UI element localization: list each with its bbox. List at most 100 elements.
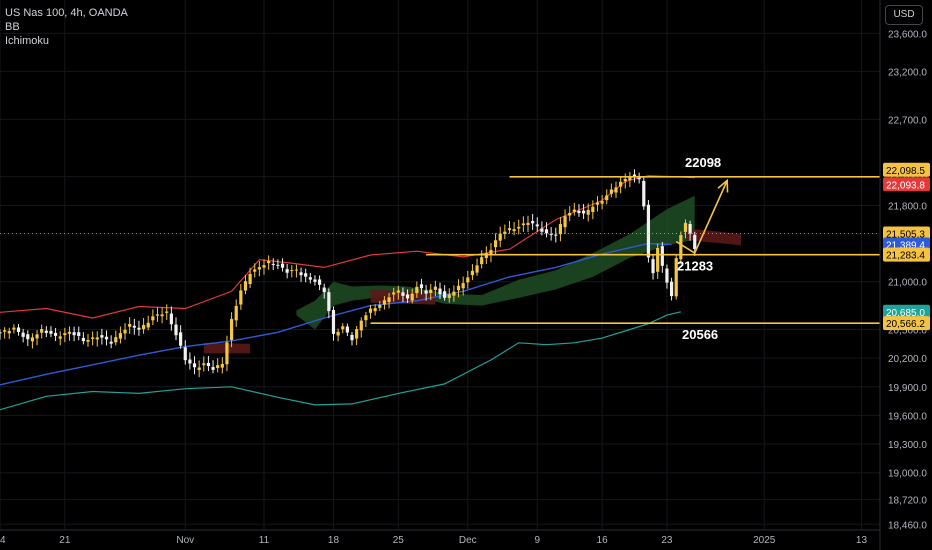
candle-body-69: [317, 279, 322, 285]
candle-body-35: [160, 314, 164, 317]
price-tag-0: 22,098.5: [886, 166, 925, 177]
candle-body-116: [535, 224, 539, 227]
price-tag-bg-2: [883, 226, 930, 241]
candle-body-108: [498, 233, 502, 241]
candle-body-60: [276, 264, 280, 266]
y-tick-11: 19,300.0: [888, 440, 927, 451]
candle-body-94: [433, 286, 437, 290]
candle-body-110: [507, 228, 512, 231]
time-axis-bg: [0, 530, 932, 550]
price-axis[interactable]: 23,600.023,200.022,700.022,100.021,800.0…: [880, 0, 932, 550]
candle-body-146: [674, 258, 678, 297]
chart-legend: US Nas 100, 4h, OANDA BB Ichimoku: [5, 6, 128, 48]
candle-body-48: [220, 363, 224, 368]
candle-body-113: [521, 223, 525, 226]
price-tag-1: 22,093.8: [886, 180, 925, 191]
candle-body-80: [368, 308, 373, 313]
candle-body-63: [290, 270, 294, 272]
price-tag-bg-4: [883, 247, 930, 262]
candle-body-147: [679, 235, 683, 260]
candle-body-34: [155, 314, 160, 316]
candle-body-114: [526, 222, 530, 225]
candle-body-91: [419, 284, 424, 289]
candle-body-28: [128, 323, 132, 327]
candle-body-4: [16, 327, 21, 332]
candle-body-1: [3, 330, 7, 332]
candle-body-125: [577, 210, 581, 214]
candle-body-117: [540, 228, 544, 232]
candle-body-99: [456, 285, 461, 291]
indicator-ichimoku-label[interactable]: Ichimoku: [5, 35, 50, 47]
candle-body-132: [609, 189, 613, 194]
indicator-bb-label[interactable]: BB: [5, 21, 20, 33]
candle-body-75: [345, 326, 349, 333]
candle-body-5: [21, 332, 25, 337]
x-tick-0: 14: [0, 535, 6, 546]
candle-body-92: [424, 290, 428, 294]
price-tag-2: 21,505.3: [886, 229, 925, 240]
y-tick-8: 20,200.0: [888, 354, 927, 365]
candle-body-64: [294, 269, 299, 271]
candle-body-45: [206, 362, 211, 367]
candle-body-31: [141, 325, 146, 330]
candle-body-11: [49, 330, 53, 334]
price-tag-bg-1: [883, 177, 930, 192]
candle-body-141: [651, 259, 655, 274]
x-tick-8: 16: [597, 535, 609, 546]
cloud-bull-area: [296, 195, 695, 330]
projection-arrow[interactable]: [675, 178, 729, 255]
candle-body-136: [628, 177, 632, 181]
candle-body-144: [665, 268, 669, 283]
candle-body-84: [387, 297, 391, 303]
candle-body-68: [313, 279, 317, 282]
candle-body-133: [614, 187, 618, 193]
candle-body-65: [299, 272, 303, 276]
x-tick-11: 13: [856, 535, 868, 546]
candle-body-52: [239, 290, 243, 305]
candle-body-58: [267, 261, 271, 264]
candle-body-41: [188, 359, 192, 364]
candle-body-143: [660, 246, 664, 266]
candle-body-37: [169, 313, 173, 325]
candle-body-67: [308, 277, 312, 280]
candle-body-118: [544, 229, 549, 234]
candle-body-47: [216, 365, 220, 369]
projection-arrow-line: [675, 180, 728, 255]
candle-body-49: [225, 342, 229, 365]
candle-body-100: [461, 283, 465, 289]
symbol-title[interactable]: US Nas 100, 4h, OANDA: [5, 7, 128, 19]
candle-body-112: [517, 226, 521, 229]
candle-body-23: [104, 336, 109, 340]
candle-body-111: [512, 229, 516, 232]
candle-body-79: [364, 315, 368, 321]
candle-body-122: [563, 216, 567, 228]
candle-body-36: [165, 311, 169, 313]
candle-body-17: [77, 332, 81, 336]
y-tick-14: 18,460.0: [888, 520, 927, 531]
x-tick-3: 11: [259, 535, 270, 546]
candle-body-18: [81, 337, 85, 342]
candle-body-109: [503, 231, 507, 235]
candle-body-115: [531, 221, 535, 224]
y-tick-10: 19,600.0: [888, 411, 927, 422]
grid: [0, 0, 880, 530]
candle-body-15: [67, 331, 72, 334]
candle-body-70: [322, 287, 326, 293]
candle-body-3: [12, 327, 16, 330]
y-tick-7: 20,500.0: [888, 325, 927, 336]
level-lines[interactable]: 22098 21283 20566: [0, 155, 880, 342]
candle-body-40: [183, 347, 187, 361]
candle-body-24: [109, 341, 113, 344]
price-tag-3: 21,389.4: [886, 241, 925, 252]
x-tick-1: 21: [59, 535, 71, 546]
level-label-21283: 21283: [677, 259, 713, 274]
candle-body-93: [429, 289, 433, 293]
candle-body-32: [146, 322, 150, 328]
candle-body-74: [341, 326, 345, 330]
candle-body-54: [248, 273, 252, 285]
candle-body-127: [586, 209, 590, 215]
currency-button[interactable]: USD: [885, 5, 923, 25]
x-tick-10: 2025: [753, 535, 776, 546]
